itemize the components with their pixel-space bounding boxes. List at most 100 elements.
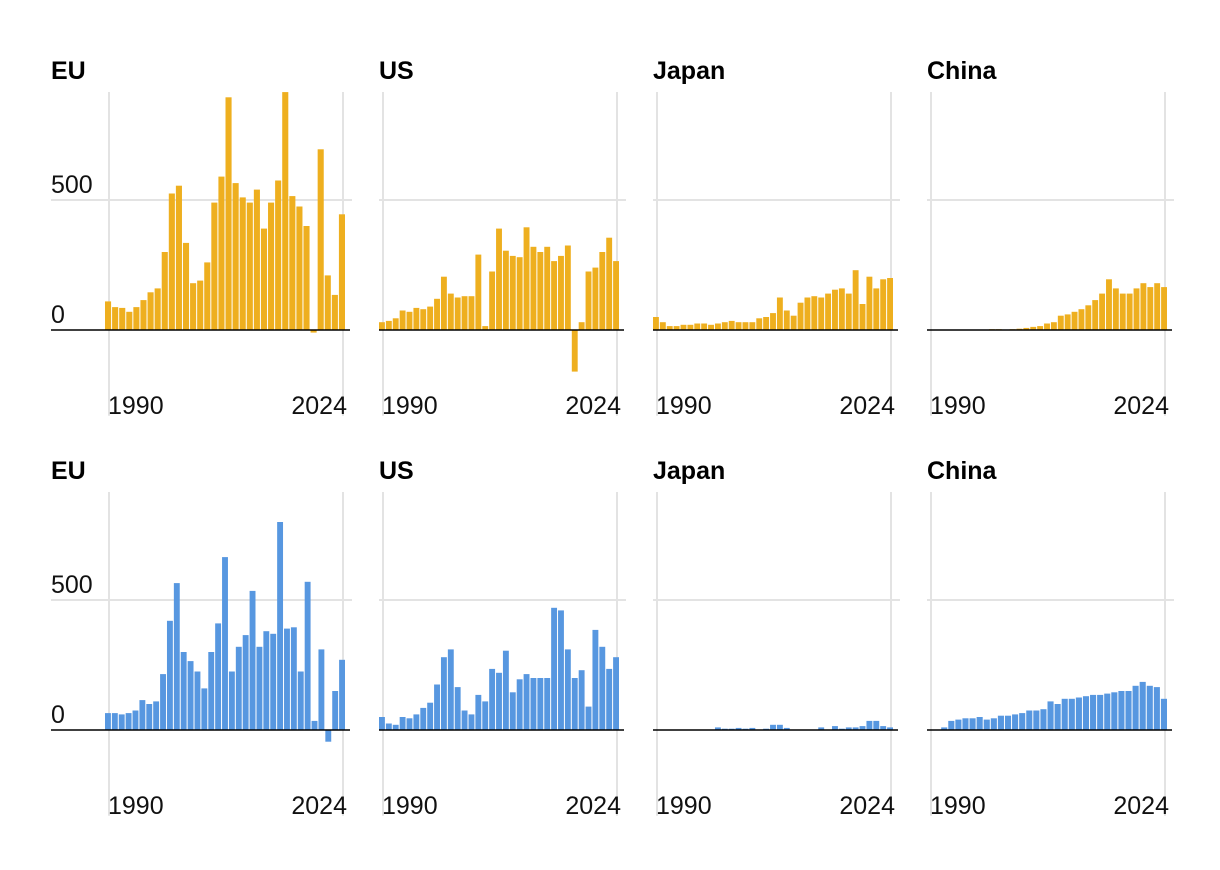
bar-1992 xyxy=(125,713,132,730)
bar-2012 xyxy=(1090,694,1097,730)
x-tick-label-start: 1990 xyxy=(382,392,438,420)
bar-2010 xyxy=(249,590,256,730)
bar-2005 xyxy=(489,271,496,330)
bar-2020 xyxy=(1146,685,1153,730)
bar-2002 xyxy=(468,296,475,330)
bar-1993 xyxy=(955,719,962,730)
bar-2021 xyxy=(873,288,880,330)
bar-2007 xyxy=(502,250,509,330)
bar-2019 xyxy=(859,304,866,330)
bar-1993 xyxy=(406,718,413,730)
panel-bottom-japan: Japan 1990 2024 xyxy=(653,457,900,820)
panel-title: US xyxy=(379,57,414,85)
bar-2012 xyxy=(537,252,544,330)
bar-1995 xyxy=(969,718,976,730)
bar-2003 xyxy=(749,727,756,730)
bar-2010 xyxy=(523,674,530,730)
bar-2014 xyxy=(551,607,558,730)
bar-2023 xyxy=(613,261,619,330)
x-tick-label-start: 1990 xyxy=(656,792,712,820)
bar-2019 xyxy=(859,726,866,730)
bar-2016 xyxy=(1112,288,1119,330)
bar-2001 xyxy=(735,322,742,330)
bar-2012 xyxy=(268,202,275,330)
bar-2003 xyxy=(749,322,756,330)
bar-2008 xyxy=(783,310,790,330)
bar-2015 xyxy=(1106,279,1112,330)
bar-1997 xyxy=(708,324,714,330)
bar-1996 xyxy=(427,702,434,730)
bar-2008 xyxy=(239,197,246,330)
bar-2004 xyxy=(208,652,215,730)
bar-2017 xyxy=(1125,691,1132,730)
bar-2013 xyxy=(544,246,551,330)
bar-2000 xyxy=(180,652,187,730)
bar-1994 xyxy=(139,700,146,730)
bar-2003 xyxy=(1023,327,1030,330)
bar-1993 xyxy=(406,311,413,330)
bar-2006 xyxy=(770,313,776,330)
bar-2020 xyxy=(866,720,873,730)
x-tick-label-start: 1990 xyxy=(108,792,164,820)
panel-title: China xyxy=(927,57,998,85)
bar-2004 xyxy=(1030,326,1037,330)
bar-1993 xyxy=(133,307,140,330)
bar-2013 xyxy=(818,297,825,330)
y-tick-label: 500 xyxy=(51,571,93,599)
bar-2010 xyxy=(1071,311,1078,330)
bar-2007 xyxy=(1054,704,1061,730)
bar-2006 xyxy=(496,672,502,730)
bar-1997 xyxy=(161,252,168,330)
bar-2001 xyxy=(187,661,194,730)
bar-2014 xyxy=(1099,293,1106,330)
panel-bottom-china: China 1990 2024 xyxy=(927,457,1174,820)
bar-1998 xyxy=(440,657,447,730)
bar-2021 xyxy=(325,730,332,742)
bar-2015 xyxy=(832,289,838,330)
bar-2006 xyxy=(770,724,776,730)
bar-1995 xyxy=(694,323,701,330)
bar-1996 xyxy=(153,701,160,730)
bar-2009 xyxy=(516,257,523,330)
bar-2016 xyxy=(564,649,571,730)
x-tick-label-start: 1990 xyxy=(382,792,438,820)
bar-2006 xyxy=(496,228,502,330)
bar-2008 xyxy=(509,692,516,730)
bar-1998 xyxy=(166,620,173,730)
bar-2005 xyxy=(1037,326,1044,330)
panel-top-japan: Japan 1990 2024 xyxy=(653,57,900,420)
bar-1997 xyxy=(160,674,166,730)
bar-2005 xyxy=(1040,709,1047,730)
bar-2002 xyxy=(742,322,749,330)
bar-2014 xyxy=(282,92,289,330)
bar-2003 xyxy=(204,262,211,330)
bar-2018 xyxy=(1132,685,1139,730)
bar-2010 xyxy=(523,227,530,330)
bar-2003 xyxy=(475,254,482,330)
bar-2008 xyxy=(235,646,242,730)
panel-title: China xyxy=(927,457,998,485)
bar-2023 xyxy=(613,657,619,730)
x-tick-label-end: 2024 xyxy=(1113,392,1169,420)
bar-2019 xyxy=(1139,681,1146,730)
bar-2017 xyxy=(571,330,578,372)
bar-1993 xyxy=(132,710,139,730)
bar-1998 xyxy=(990,718,997,730)
bar-2012 xyxy=(1085,305,1092,330)
bar-2007 xyxy=(228,671,235,730)
bar-2000 xyxy=(182,242,190,330)
bar-2007 xyxy=(776,724,783,730)
bar-2013 xyxy=(1092,300,1099,330)
bar-2000 xyxy=(454,297,461,330)
bar-1996 xyxy=(427,306,434,330)
bar-2017 xyxy=(1119,293,1126,330)
bar-2022 xyxy=(1160,698,1167,730)
bar-2022 xyxy=(880,726,887,730)
panel-title: EU xyxy=(51,57,86,85)
panel-title: Japan xyxy=(653,57,725,85)
bar-1994 xyxy=(413,714,420,730)
bar-2011 xyxy=(804,297,811,330)
bar-2015 xyxy=(832,726,838,730)
bar-2007 xyxy=(1050,322,1057,330)
bar-1996 xyxy=(701,323,708,330)
